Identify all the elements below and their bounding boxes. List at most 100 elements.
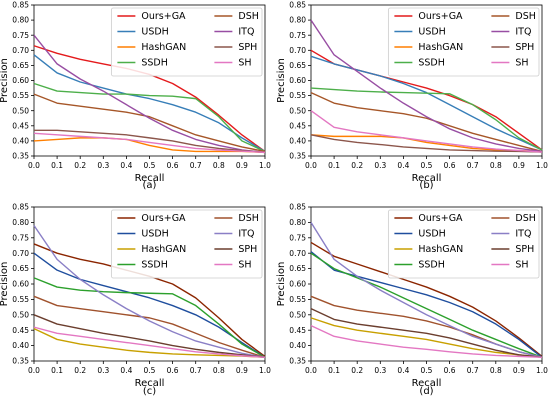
x-tick-label: 0.1 [51, 161, 63, 170]
x-tick-label: 0.4 [397, 161, 409, 170]
y-tick-label: 0.65 [12, 61, 29, 70]
chart-panel: 0.0 0.1 0.2 0.3 0.4 0.5 0.6 0.7 0.8 0.9 1.0 0.35 0.4… [276, 203, 548, 397]
x-tick-label: 0.5 [144, 161, 156, 170]
x-tick-label: 0.0 [305, 161, 317, 170]
series-line [310, 87, 543, 151]
series-line [310, 241, 543, 357]
x-tick-label: 0.1 [328, 366, 340, 375]
y-axis-label: Precision [0, 262, 10, 307]
legend-label: SPH [238, 244, 257, 255]
series-line [310, 308, 543, 358]
series-line [34, 129, 266, 154]
legend-box [110, 7, 263, 77]
x-tick-label: 0.7 [190, 161, 202, 170]
y-tick-label: 0.70 [289, 249, 306, 258]
series-line [310, 110, 543, 153]
legend-label: SH [238, 260, 251, 271]
legend-label: DSH [238, 11, 259, 22]
legend-box [110, 209, 263, 279]
y-tick-label: 0.65 [12, 264, 29, 273]
series-line [33, 93, 266, 153]
y-tick-label: 0.85 [12, 1, 29, 10]
x-tick-label: 0.0 [28, 161, 40, 170]
x-tick-label: 0.3 [97, 161, 109, 170]
legend-label: ITQ [515, 229, 531, 240]
x-tick-label: 0.6 [444, 161, 456, 170]
x-tick-label: 0.2 [74, 366, 86, 375]
x-tick-label: 0.5 [144, 366, 156, 375]
y-tick-label: 0.40 [289, 341, 306, 350]
legend-label: DSH [515, 11, 536, 22]
y-tick-label: 0.60 [12, 280, 29, 289]
panel-caption: (b) [419, 180, 433, 191]
x-axis-label: Recall [412, 173, 442, 184]
legend-label: SPH [515, 42, 534, 53]
y-axis-label: Precision [0, 58, 10, 103]
x-tick-label: 0.8 [490, 161, 502, 170]
series-line [33, 225, 266, 358]
x-axis-label: Recall [412, 378, 442, 389]
y-tick-label: 0.55 [12, 91, 29, 100]
legend-label: DSH [238, 213, 259, 224]
y-tick-label: 0.80 [289, 218, 306, 227]
y-tick-label: 0.35 [12, 357, 29, 366]
y-tick-label: 0.85 [12, 203, 29, 212]
legend-label: ITQ [515, 27, 531, 38]
legend-box [387, 7, 540, 77]
series-line [33, 252, 266, 358]
legend-label: SSDH [141, 260, 168, 271]
legend-label: SPH [515, 244, 534, 255]
y-tick-label: 0.70 [12, 249, 29, 258]
legend-label: Ours+GA [418, 213, 463, 224]
series-line [310, 324, 543, 358]
y-tick-label: 0.50 [12, 106, 29, 115]
y-tick-label: 0.45 [289, 326, 306, 335]
legend-label: SSDH [418, 260, 445, 271]
y-tick-label: 0.75 [12, 233, 29, 242]
series-line [33, 326, 266, 358]
legend-label: USDH [418, 229, 445, 240]
series-line [33, 277, 266, 358]
y-tick-label: 0.85 [289, 203, 306, 212]
x-axis-label: Recall [135, 173, 165, 184]
series-line [33, 82, 266, 153]
legend-label: HashGAN [141, 42, 186, 53]
y-tick-label: 0.65 [289, 61, 306, 70]
x-tick-label: 1.0 [259, 366, 271, 375]
legend-label: HashGAN [418, 42, 463, 53]
series-line [310, 252, 543, 358]
x-tick-label: 0.8 [213, 161, 225, 170]
x-tick-label: 1.0 [536, 366, 548, 375]
panel-caption: (d) [419, 386, 433, 397]
x-tick-label: 0.2 [351, 366, 363, 375]
chart-panel: 0.0 0.1 0.2 0.3 0.4 0.5 0.6 0.7 0.8 0.9 1.0 0.35 0.4… [276, 1, 548, 191]
series-line [310, 222, 543, 358]
x-tick-label: 0.7 [467, 366, 479, 375]
y-tick-label: 0.40 [12, 341, 29, 350]
y-tick-label: 0.45 [289, 121, 306, 130]
x-tick-label: 0.2 [351, 161, 363, 170]
series-line [310, 134, 543, 153]
series-line [33, 54, 266, 153]
y-tick-label: 0.45 [12, 326, 29, 335]
legend-label: ITQ [238, 229, 254, 240]
series-line [33, 314, 266, 358]
x-tick-label: 0.3 [374, 161, 386, 170]
x-tick-label: 0.1 [51, 366, 63, 375]
legend-label: USDH [418, 27, 445, 38]
y-tick-label: 0.35 [12, 152, 29, 161]
y-tick-label: 0.70 [289, 46, 306, 55]
legend-label: USDH [141, 27, 168, 38]
x-axis-label: Recall [135, 378, 165, 389]
x-tick-label: 0.3 [374, 366, 386, 375]
x-tick-label: 0.7 [467, 161, 479, 170]
series-line [33, 295, 266, 358]
chart-panel: 0.0 0.1 0.2 0.3 0.4 0.5 0.6 0.7 0.8 0.9 1.0 0.35 0.4… [0, 1, 271, 191]
y-tick-label: 0.60 [289, 280, 306, 289]
x-tick-label: 0.7 [190, 366, 202, 375]
x-tick-label: 0.0 [305, 366, 317, 375]
x-tick-label: 0.3 [97, 366, 109, 375]
x-tick-label: 0.9 [236, 161, 248, 170]
x-tick-label: 1.0 [536, 161, 548, 170]
x-tick-label: 0.8 [490, 366, 502, 375]
